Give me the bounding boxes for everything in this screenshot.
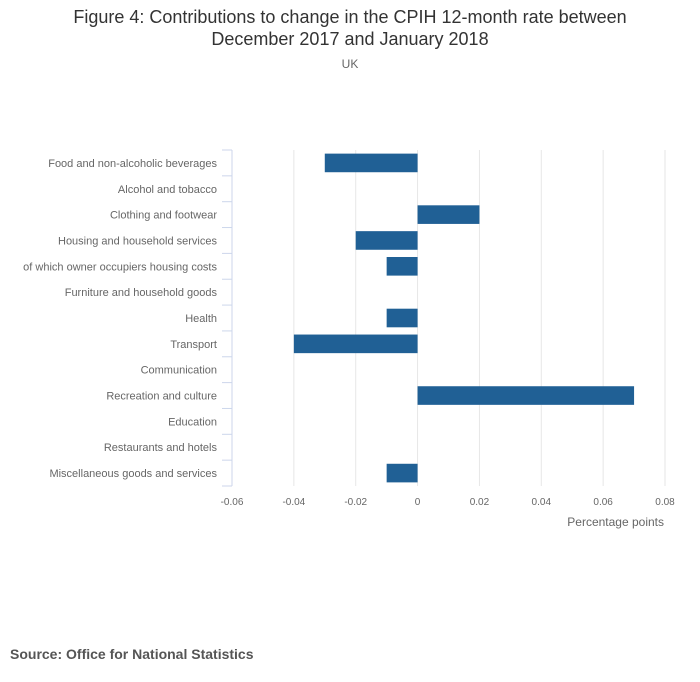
bar[interactable] (386, 463, 418, 483)
bar[interactable] (417, 205, 480, 224)
x-axis-ticks: -0.06 -0.04 -0.02 0 0.02 0.04 0.06 0.08 (221, 497, 676, 508)
gridlines (293, 150, 666, 486)
bar[interactable] (324, 153, 418, 173)
chart-subtitle: UK (341, 57, 359, 71)
category-label: Furniture and household goods (65, 287, 218, 299)
bar[interactable] (293, 334, 418, 354)
category-label: Transport (170, 339, 217, 351)
category-label: Education (168, 416, 217, 428)
bar[interactable] (386, 257, 418, 276)
bar[interactable] (417, 386, 635, 405)
x-tick-label: 0.04 (532, 497, 552, 508)
category-axis (222, 149, 233, 487)
x-tick-label: 0 (415, 497, 421, 508)
bars (293, 153, 635, 483)
category-label: Miscellaneous goods and services (49, 468, 217, 480)
category-label: Housing and household services (58, 235, 217, 247)
x-tick-label: 0.06 (593, 497, 613, 508)
category-labels: Food and non-alcoholic beverages Alcohol … (23, 158, 217, 480)
category-label: Health (185, 313, 217, 325)
source-note: Source: Office for National Statistics (10, 646, 254, 662)
x-tick-label: -0.02 (344, 497, 367, 508)
bar[interactable] (355, 231, 418, 250)
category-label: Food and non-alcoholic beverages (48, 158, 217, 170)
x-tick-label: -0.06 (221, 497, 244, 508)
category-label: Recreation and culture (106, 391, 217, 403)
category-label: Restaurants and hotels (104, 442, 218, 454)
chart-title-line-2: December 2017 and January 2018 (211, 29, 489, 49)
chart-title-line-1: Figure 4: Contributions to change in the… (73, 7, 627, 27)
category-label: of which owner occupiers housing costs (23, 261, 217, 273)
x-tick-label: -0.04 (282, 497, 305, 508)
category-label: Clothing and footwear (110, 210, 217, 222)
x-tick-label: 0.02 (470, 497, 490, 508)
bar[interactable] (386, 308, 418, 328)
x-axis-title: Percentage points (567, 515, 664, 529)
category-label: Communication (141, 365, 217, 377)
chart-title: Figure 4: Contributions to change in the… (0, 6, 700, 50)
x-tick-label: 0.08 (655, 497, 675, 508)
category-label: Alcohol and tobacco (118, 184, 217, 196)
